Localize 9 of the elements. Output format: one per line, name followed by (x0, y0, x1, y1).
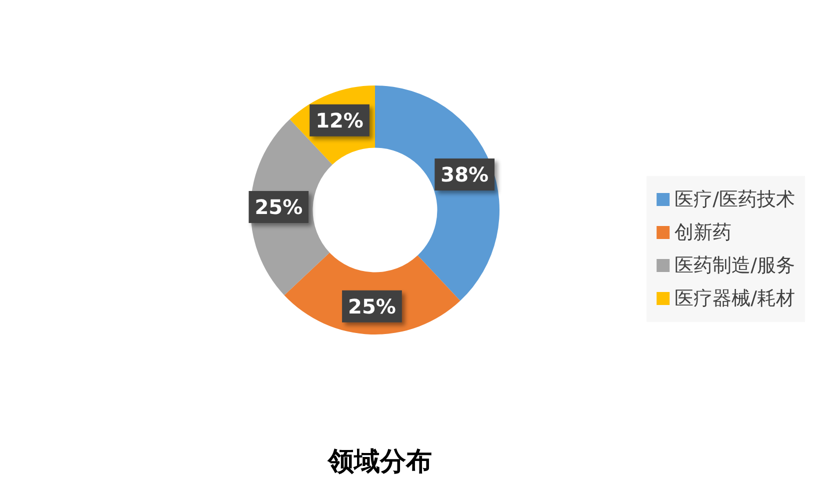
data-label: 12% (316, 108, 364, 132)
legend-label: 创新药 (674, 222, 732, 244)
legend-label: 医疗/医药技术 (674, 188, 796, 210)
data-label: 25% (348, 294, 396, 318)
legend-label: 医药制造/服务 (674, 254, 796, 276)
data-label: 38% (440, 162, 489, 187)
text: 领域分布 (327, 447, 432, 477)
legend-label: 医疗器械/耗材 (674, 288, 796, 310)
data-label: 25% (254, 194, 303, 219)
